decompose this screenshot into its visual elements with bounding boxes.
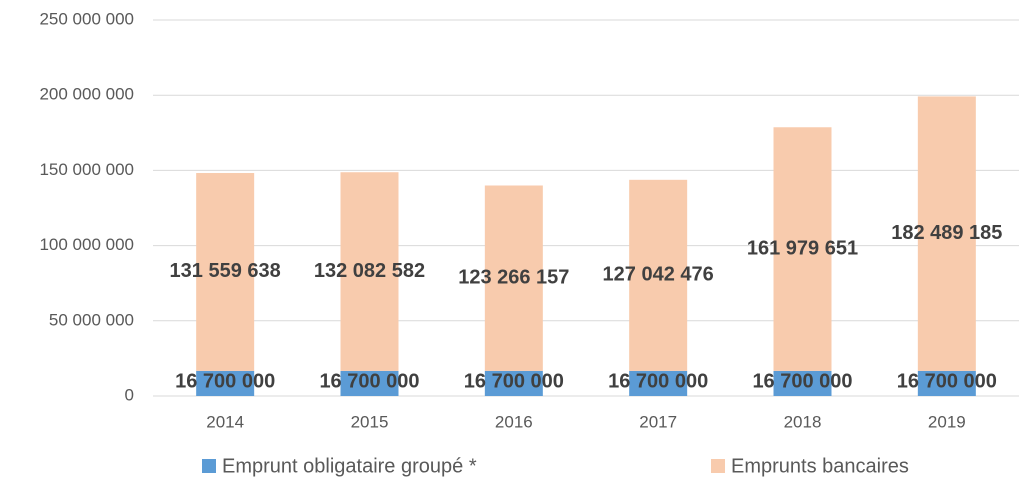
data-label: 16 700 000 (175, 370, 275, 392)
y-tick-label: 250 000 000 (39, 9, 134, 28)
y-tick-label: 100 000 000 (39, 235, 134, 254)
data-label: 16 700 000 (897, 370, 997, 392)
bar-segment (484, 185, 543, 371)
y-tick-label: 150 000 000 (39, 160, 134, 179)
y-tick-label: 0 (125, 385, 134, 404)
x-tick-label: 2019 (928, 412, 966, 431)
x-tick-label: 2016 (495, 412, 533, 431)
legend-label: Emprunts bancaires (731, 455, 909, 477)
data-label: 161 979 651 (747, 237, 858, 259)
bar-segment (340, 172, 399, 371)
x-tick-label: 2017 (639, 412, 677, 431)
data-label: 16 700 000 (319, 370, 419, 392)
data-label: 16 700 000 (464, 370, 564, 392)
data-label: 16 700 000 (752, 370, 852, 392)
data-label: 127 042 476 (603, 264, 714, 286)
legend-label: Emprunt obligataire groupé * (222, 455, 477, 477)
data-label: 16 700 000 (608, 370, 708, 392)
x-tick-label: 2015 (351, 412, 389, 431)
y-tick-label: 50 000 000 (49, 310, 134, 329)
data-label: 182 489 185 (891, 222, 1002, 244)
y-tick-label: 200 000 000 (39, 85, 134, 104)
bar-segment (196, 173, 255, 371)
bar-segment (917, 370, 976, 396)
bar-segment (629, 370, 688, 396)
bar-segment (773, 127, 832, 371)
legend-swatch (202, 459, 216, 473)
bar-segment (629, 179, 688, 371)
bar-segment (340, 370, 399, 396)
bar-segment (773, 370, 832, 396)
bar-segment (917, 96, 976, 371)
bar-segment (484, 370, 543, 396)
data-label: 132 082 582 (314, 260, 425, 282)
bar-segment (196, 370, 255, 396)
x-tick-label: 2018 (784, 412, 822, 431)
legend-swatch (711, 459, 725, 473)
data-label: 131 559 638 (170, 260, 281, 282)
x-tick-label: 2014 (206, 412, 244, 431)
data-label: 123 266 157 (458, 266, 569, 288)
